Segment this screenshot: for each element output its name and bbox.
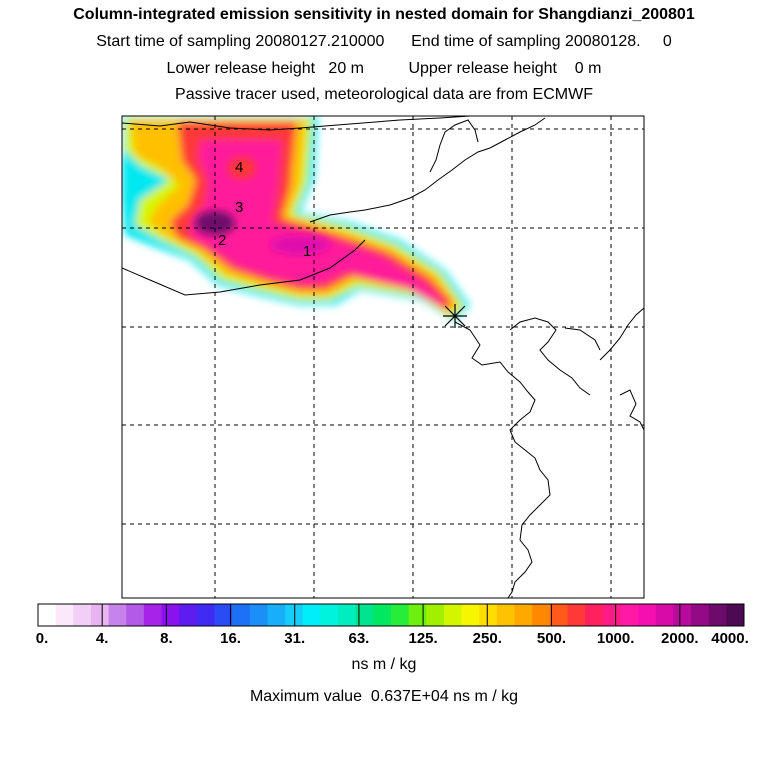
label-4: 4 (235, 159, 243, 176)
colorbar-segment (391, 604, 410, 626)
graticule (122, 116, 644, 598)
maximum-value: Maximum value 0.637E+04 ns m / kg (249, 688, 519, 705)
colorbar-segment (585, 604, 604, 626)
colorbar-segment (196, 604, 215, 626)
colorbar-segment (38, 604, 57, 626)
colorbar-tick-label: 0. (35, 630, 49, 647)
release-heights: Lower release height 20 m Upper release … (166, 60, 602, 77)
colorbar-segment (496, 604, 516, 626)
colorbar-segment (232, 604, 251, 626)
colorbar-segment (638, 604, 657, 626)
sampling-times: Start time of sampling 20080127.210000 E… (96, 33, 672, 50)
colorbar-segment (726, 604, 745, 626)
colorbar-segment (691, 604, 710, 626)
colorbar-tick-label: 8. (160, 630, 173, 647)
colorbar-segment (302, 604, 321, 626)
colorbar-segment (267, 604, 286, 626)
colorbar-segment (338, 604, 357, 626)
colorbar-segment (373, 604, 392, 626)
receptor-marker (443, 304, 467, 328)
colorbar-segment (143, 604, 163, 626)
colorbar-segment (532, 604, 551, 626)
colorbar-segment (479, 604, 498, 626)
colorbar-segment (602, 604, 621, 626)
core-4 (228, 157, 256, 179)
colorbar-segment (249, 604, 268, 626)
colorbar-segment (161, 604, 180, 626)
colorbar-segment (108, 604, 127, 626)
colorbar-segment (549, 604, 568, 626)
colorbar-segment (126, 604, 145, 626)
colorbar-tick-label: 125. (408, 630, 438, 647)
colorbar-tick-label: 4. (95, 630, 109, 647)
colorbar-segment (90, 604, 110, 626)
colorbar-tick-label: 2000. (661, 630, 699, 647)
colorbar-segment (514, 604, 533, 626)
colorbar-tick-label: 1000. (596, 630, 635, 647)
map-frame (121, 115, 645, 599)
colorbar-tick-label: 4000. (711, 630, 749, 647)
colorbar-tick-label: 16. (220, 630, 241, 647)
colorbar-border (37, 603, 745, 627)
colorbar-segment (55, 604, 74, 626)
colorbar-tick-label: 63. (348, 630, 370, 647)
colorbar-segment (73, 604, 92, 626)
colorbar-tick-label: 250. (472, 630, 502, 647)
colorbar-segment (285, 604, 304, 626)
colorbar-segment (320, 604, 339, 626)
colorbar-segment (461, 604, 480, 626)
colorbar-segment (443, 604, 463, 626)
colorbar-segment (214, 604, 233, 626)
colorbar-segment (655, 604, 674, 626)
colorbar-tick-label: 31. (284, 630, 306, 647)
colorbar-segment (179, 604, 198, 626)
tracer-info: Passive tracer used, meteorological data… (175, 86, 593, 103)
colorbar-segment (620, 604, 639, 626)
plume-layer (122, 116, 470, 322)
label-1: 1 (303, 243, 311, 260)
label-2: 2 (218, 232, 226, 249)
colorbar-tick-label: 500. (536, 630, 567, 647)
label-3: 3 (235, 199, 243, 216)
colorbar-segment (408, 604, 427, 626)
core-1 (270, 235, 330, 255)
colorbar-units: ns m / kg (351, 656, 417, 673)
plume-field (122, 116, 470, 322)
colorbar-segment (426, 604, 445, 626)
plot-title: Column-integrated emission sensitivity i… (73, 6, 695, 23)
colorbar-segment (708, 604, 727, 626)
colorbar-segment (673, 604, 692, 626)
colorbar-segment (567, 604, 586, 626)
colorbar (37, 603, 745, 627)
colorbar-segment (355, 604, 374, 626)
